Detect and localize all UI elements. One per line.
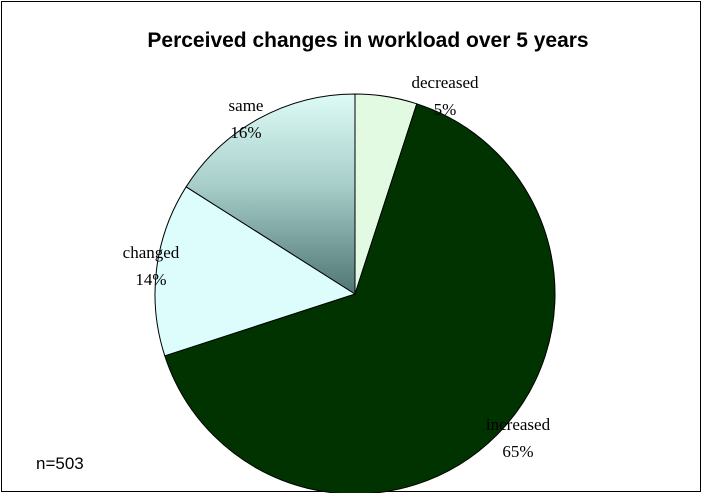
- label-changed: changed 14%: [123, 243, 180, 289]
- pie-slices: [154, 93, 556, 493]
- label-decreased: decreased 5%: [411, 73, 479, 119]
- label-increased: increased 65%: [486, 415, 551, 461]
- pie-slice-same: [185, 93, 356, 295]
- chart-title: Perceived changes in workload over 5 yea…: [147, 29, 588, 52]
- slice-value-changed: 14%: [135, 270, 166, 289]
- slice-value-increased: 65%: [502, 442, 533, 461]
- slice-label-same: same: [229, 96, 264, 115]
- pie-slice-changed: [154, 186, 357, 357]
- pie-slice-increased: [164, 103, 556, 493]
- label-same: same 16%: [229, 96, 264, 142]
- slice-value-same: 16%: [230, 123, 261, 142]
- slice-value-decreased: 5%: [434, 100, 457, 119]
- slice-label-changed: changed: [123, 243, 180, 262]
- slice-label-increased: increased: [486, 415, 551, 434]
- sample-size-note: n=503: [36, 454, 84, 473]
- slice-label-decreased: decreased: [411, 73, 479, 92]
